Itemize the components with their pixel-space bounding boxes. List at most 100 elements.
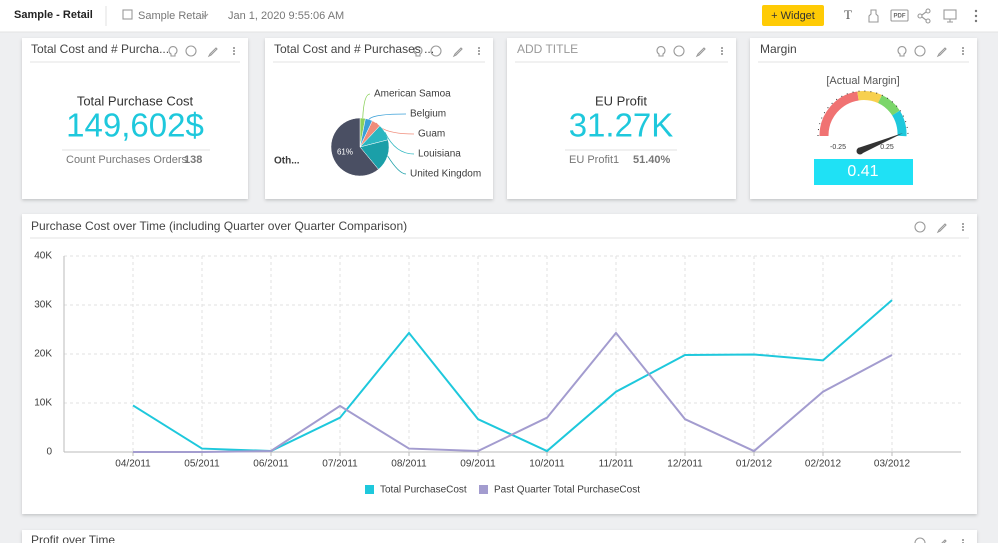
kpi-secondary-value: 138: [184, 154, 202, 166]
gauge-band: [819, 91, 859, 137]
pie-label: Guam: [418, 129, 445, 140]
gauge-min: -0.25: [830, 144, 846, 151]
gauge-max: 0.25: [880, 144, 894, 151]
more-icon[interactable]: [962, 226, 964, 228]
pie-label: Louisiana: [418, 149, 461, 160]
pie-label: United Kingdom: [410, 169, 481, 180]
leader-line: [375, 122, 415, 135]
screen-icon[interactable]: [943, 9, 957, 23]
date: Jan 1, 2020 9:55:06 AM: [228, 10, 344, 22]
leader-line: [387, 155, 407, 175]
edit-icon[interactable]: [936, 223, 947, 234]
cards: [22, 38, 977, 543]
text-icon[interactable]: T: [844, 7, 852, 22]
insight-icon[interactable]: [656, 46, 666, 57]
edit-icon[interactable]: [452, 47, 463, 58]
gauge-label: [Actual Margin]: [826, 75, 899, 87]
leader-line: [362, 93, 371, 119]
leader-line: [384, 132, 415, 155]
more-icon[interactable]: [962, 539, 964, 541]
y-tick-label: 20K: [34, 349, 52, 360]
x-tick-label: 07/2011: [322, 459, 358, 470]
legend-label[interactable]: Total PurchaseCost: [380, 485, 467, 496]
y-tick-label: 10K: [34, 398, 52, 409]
gauge-band: [877, 94, 900, 116]
cube-icon: [122, 9, 133, 20]
widget-title: Margin: [760, 42, 797, 56]
pie-label: American Samoa: [374, 89, 451, 100]
x-tick-label: 10/2011: [529, 459, 565, 470]
more-icon[interactable]: [962, 47, 964, 49]
card: [265, 38, 493, 199]
pdf-icon[interactable]: PDF: [894, 14, 906, 20]
card: [22, 214, 977, 514]
x-tick-label: 02/2012: [805, 459, 842, 470]
header-bar: [0, 0, 998, 32]
more-icon[interactable]: [962, 229, 964, 231]
card: [22, 530, 977, 543]
leader-line: [368, 113, 407, 120]
widget-title: Total Cost and # Purcha...: [31, 42, 169, 56]
gauge-value: 0.41: [847, 163, 878, 180]
x-tick-label: 09/2011: [460, 459, 496, 470]
more-icon[interactable]: [962, 53, 964, 55]
edit-icon[interactable]: [695, 47, 706, 58]
more-icon[interactable]: [962, 50, 964, 52]
pie-value-label: 61%: [337, 148, 353, 157]
more-icon[interactable]: [721, 53, 723, 55]
legend-swatch[interactable]: [479, 485, 488, 494]
info-icon[interactable]: [185, 45, 197, 57]
x-tick-label: 06/2011: [253, 459, 289, 470]
card: [507, 38, 736, 199]
info-icon[interactable]: [914, 537, 926, 543]
widget-title: Total Cost and # Purchases ...: [274, 42, 434, 56]
x-tick-label: 08/2011: [391, 459, 427, 470]
card: [22, 38, 248, 199]
info-icon[interactable]: [430, 45, 442, 57]
legend-swatch[interactable]: [365, 485, 374, 494]
more-icon[interactable]: [233, 53, 235, 55]
datasource[interactable]: Sample Retail: [138, 10, 206, 22]
y-tick-label: 30K: [34, 300, 52, 311]
more-icon[interactable]: [478, 53, 480, 55]
edit-icon[interactable]: [938, 539, 947, 543]
edit-icon[interactable]: [936, 47, 947, 58]
filter-icon[interactable]: [868, 9, 879, 23]
kpi-label: Total Purchase Cost: [77, 93, 194, 108]
y-tick-label: 40K: [34, 251, 52, 262]
menu-icon[interactable]: [974, 9, 978, 23]
legend-label[interactable]: Past Quarter Total PurchaseCost: [494, 485, 640, 496]
kpi-secondary-value: 51.40%: [633, 154, 671, 166]
kpi-value: 149,602$: [66, 107, 204, 144]
widget-title: Profit over Time: [31, 533, 115, 543]
kpi-secondary-label: Count Purchases Orders: [66, 154, 188, 166]
gauge-band: [892, 110, 907, 137]
more-icon[interactable]: [478, 50, 480, 52]
info-icon[interactable]: [914, 221, 926, 233]
pie-slice: [330, 117, 379, 177]
more-icon[interactable]: [478, 47, 480, 49]
insight-icon[interactable]: [413, 46, 423, 57]
widget-title[interactable]: ADD TITLE: [517, 42, 578, 56]
more-icon[interactable]: [721, 50, 723, 52]
info-icon[interactable]: [914, 45, 926, 57]
more-icon[interactable]: [233, 50, 235, 52]
info-icon[interactable]: [673, 45, 685, 57]
more-icon[interactable]: [233, 47, 235, 49]
kpi-secondary-label: EU Profit1: [569, 154, 619, 166]
edit-icon[interactable]: [207, 47, 218, 58]
widget-button-label[interactable]: + Widget: [771, 10, 815, 22]
insight-icon[interactable]: [168, 46, 178, 57]
more-icon[interactable]: [962, 223, 964, 225]
x-tick-label: 11/2011: [599, 459, 634, 470]
widget-button[interactable]: [762, 5, 824, 26]
x-tick-label: 12/2011: [667, 459, 703, 470]
insight-icon[interactable]: [897, 46, 907, 57]
pdf-icon-frame[interactable]: [890, 9, 909, 22]
dropdown-caret[interactable]: [201, 13, 209, 18]
kpi-label: EU Profit: [595, 93, 647, 108]
share-icon[interactable]: [917, 8, 931, 24]
line-series: [133, 331, 893, 453]
more-icon[interactable]: [721, 47, 723, 49]
